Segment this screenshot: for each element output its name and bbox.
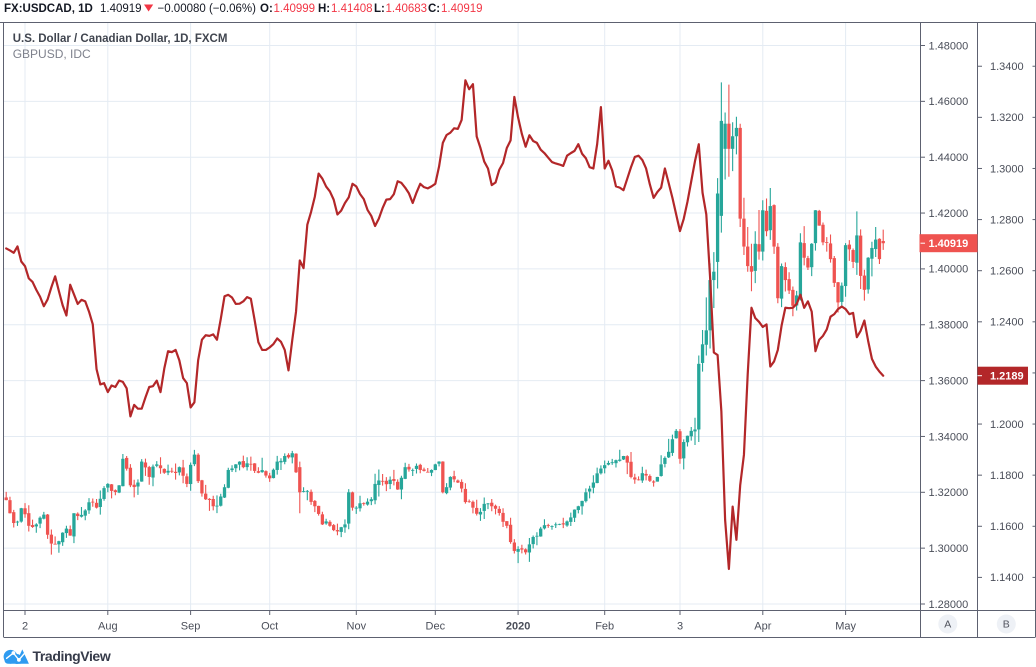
svg-text:1.46000: 1.46000 [929,96,969,108]
svg-text:1.44000: 1.44000 [929,152,969,164]
svg-text:2: 2 [22,621,28,633]
svg-text:Dec: Dec [426,621,446,633]
svg-text:1.32000: 1.32000 [929,487,969,499]
svg-text:FX:USDCAD, 1D: FX:USDCAD, 1D [4,3,93,15]
svg-text:May: May [835,621,856,633]
svg-text:1.30000: 1.30000 [929,543,969,555]
svg-text:1.3000: 1.3000 [990,163,1024,175]
svg-text:1.40919: 1.40919 [929,238,969,250]
svg-text:L:: L: [374,3,385,15]
svg-text:1.40999: 1.40999 [274,3,316,15]
svg-text:GBPUSD, IDC: GBPUSD, IDC [13,47,91,61]
svg-text:1.1800: 1.1800 [990,470,1024,482]
svg-text:Aug: Aug [98,621,118,633]
svg-text:B: B [1003,619,1010,631]
svg-text:−0.00080 (−0.06%): −0.00080 (−0.06%) [158,3,257,15]
svg-text:1.2600: 1.2600 [990,266,1024,278]
svg-text:1.2000: 1.2000 [990,419,1024,431]
svg-text:1.2189: 1.2189 [990,371,1024,383]
svg-text:Nov: Nov [347,621,367,633]
svg-text:1.1400: 1.1400 [990,572,1024,584]
svg-text:1.1600: 1.1600 [990,521,1024,533]
svg-text:H:: H: [318,3,330,15]
svg-text:Feb: Feb [595,621,614,633]
svg-text:Apr: Apr [754,621,771,633]
svg-text:C:: C: [428,3,440,15]
svg-text:3: 3 [677,621,683,633]
svg-text:2020: 2020 [506,621,530,633]
svg-text:1.48000: 1.48000 [929,40,969,52]
svg-text:1.36000: 1.36000 [929,375,969,387]
svg-text:O:: O: [260,3,273,15]
svg-text:U.S. Dollar / Canadian Dollar,: U.S. Dollar / Canadian Dollar, 1D, FXCM [13,33,228,45]
svg-text:1.40000: 1.40000 [929,264,969,276]
svg-text:1.28000: 1.28000 [929,599,969,611]
svg-text:1.40683: 1.40683 [386,3,428,15]
svg-text:Oct: Oct [261,621,278,633]
svg-text:1.40919: 1.40919 [441,3,483,15]
svg-text:1.3200: 1.3200 [990,112,1024,124]
svg-text:1.34000: 1.34000 [929,431,969,443]
svg-text:1.41408: 1.41408 [331,3,373,15]
svg-text:1.40919: 1.40919 [100,3,142,15]
svg-text:1.2400: 1.2400 [990,317,1024,329]
svg-text:1.38000: 1.38000 [929,320,969,332]
svg-text:TradingView: TradingView [33,648,111,664]
svg-text:1.2800: 1.2800 [990,214,1024,226]
svg-text:A: A [944,619,951,631]
svg-text:Sep: Sep [181,621,201,633]
svg-text:1.42000: 1.42000 [929,208,969,220]
svg-text:1.3400: 1.3400 [990,61,1024,73]
